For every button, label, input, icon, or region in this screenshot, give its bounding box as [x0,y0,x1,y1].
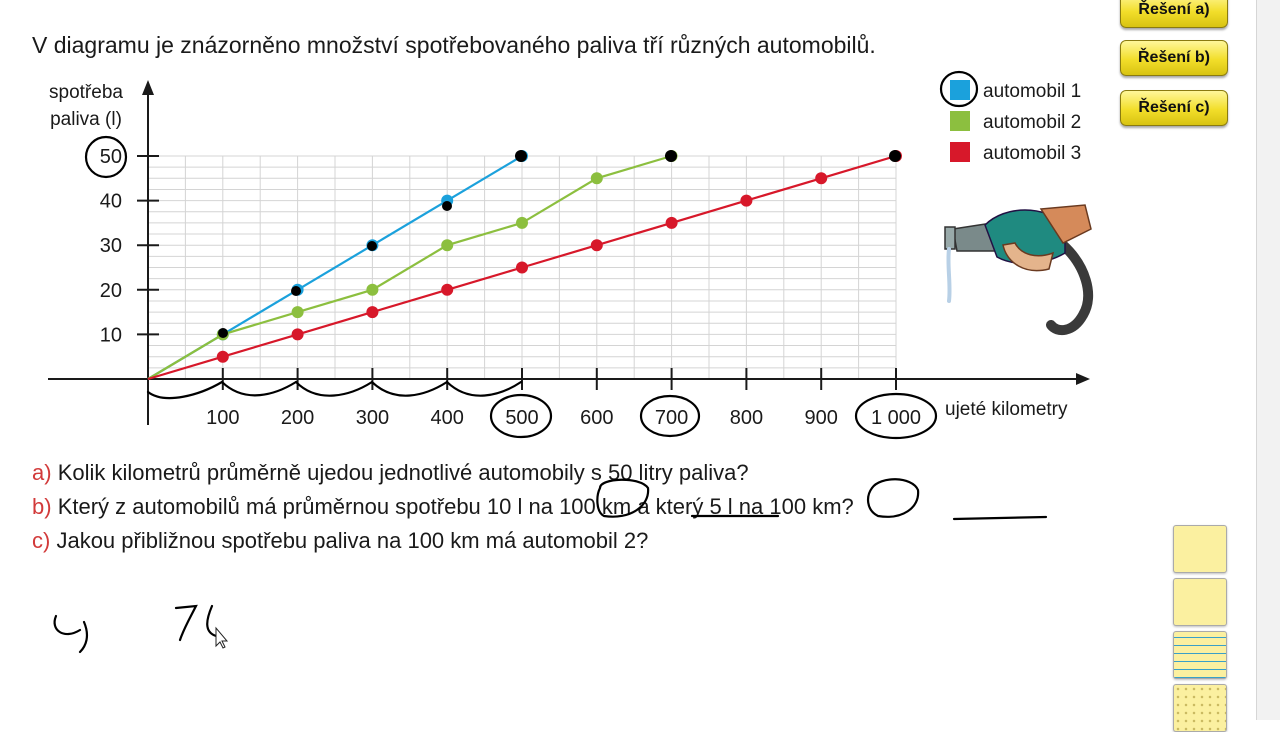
legend-label-2: automobil 2 [983,112,1081,133]
question-text: Který z automobilů má průměrnou spotřebu… [57,494,854,519]
series-3-point [291,328,304,341]
question-text: Jakou přibližnou spotřebu paliva na 100 … [56,528,649,553]
series-2-point [665,150,678,162]
series-1-point [366,239,379,252]
y-axis-label-line2: paliva (l) [50,109,122,130]
y-tick-label: 10 [100,324,122,346]
series-2-point [441,239,454,252]
x-tick-label: 200 [281,407,314,429]
series-3-point [441,283,454,296]
legend-label-3: automobil 3 [983,143,1081,164]
series-2-point [216,328,229,341]
y-tick-label: 40 [100,191,122,213]
questions: a) Kolik kilometrů průměrně ujedou jedno… [32,456,854,558]
series-line-2 [147,154,672,380]
question-text: Kolik kilometrů průměrně ujedou jednotli… [57,460,749,485]
series-2-point [590,172,603,185]
series-3-point [815,172,828,185]
fuel-nozzle-icon [944,204,1094,336]
series-2-point [291,306,304,319]
y-tick-label: 30 [100,235,122,257]
solution-a-button[interactable]: Řešení a) [1120,0,1228,28]
series-1-point [291,283,304,296]
paper-dotted-button[interactable] [1173,684,1227,732]
series-3-point [216,350,229,363]
page-title: V diagramu je znázorněno množství spotře… [32,32,876,58]
x-axis-arrow [1076,373,1090,385]
x-tick-label: 300 [356,407,389,429]
y-axis-label-line1: spotřeba [49,82,123,103]
legend-swatch-1 [950,80,970,100]
series-3-point [366,306,379,319]
chart-axes [48,80,1090,425]
legend-label-1: automobil 1 [983,81,1081,102]
series-3-point [890,150,902,162]
series-3-point [740,194,753,207]
y-axis-arrow [142,80,154,95]
x-axis-label: ujeté kilometry [945,399,1068,420]
y-tick-label: 50 [100,146,122,168]
series-3-point [665,216,678,229]
question-a: a) Kolik kilometrů průměrně ujedou jedno… [32,456,854,490]
question-b: b) Který z automobilů má průměrnou spotř… [32,490,854,524]
series-3-point [590,239,603,252]
solution-b-button[interactable]: Řešení b) [1120,40,1228,76]
question-letter: a) [32,460,52,485]
x-tick-label: 500 [505,407,538,429]
question-letter: b) [32,494,52,519]
x-tick-label: 600 [580,407,613,429]
x-tick-label: 700 [655,407,688,429]
legend-swatch-2 [950,111,970,131]
chart-legend: automobil 1 automobil 2 automobil 3 [950,80,1081,164]
question-c: c) Jakou přibližnou spotřebu paliva na 1… [32,524,854,558]
series-1-point [516,150,528,162]
series-1-point [441,194,454,207]
question-letter: c) [32,528,51,553]
legend-swatch-3 [950,142,970,162]
x-tick-label: 400 [431,407,464,429]
series-3-point [516,261,528,274]
series-2-point [516,216,528,229]
paper-grid-button[interactable] [1173,578,1227,626]
chart-series-lines [147,150,902,381]
y-tick-label: 20 [100,280,122,302]
paper-blank-button[interactable] [1173,525,1227,573]
paper-lined-button[interactable] [1173,631,1227,679]
x-tick-label: 900 [805,407,838,429]
right-scroll-panel[interactable] [1256,0,1280,720]
series-2-point [366,283,379,296]
x-tick-label: 800 [730,407,763,429]
x-tick-label: 1 000 [871,407,921,429]
solution-c-button[interactable]: Řešení c) [1120,90,1228,126]
x-tick-label: 100 [206,407,239,429]
